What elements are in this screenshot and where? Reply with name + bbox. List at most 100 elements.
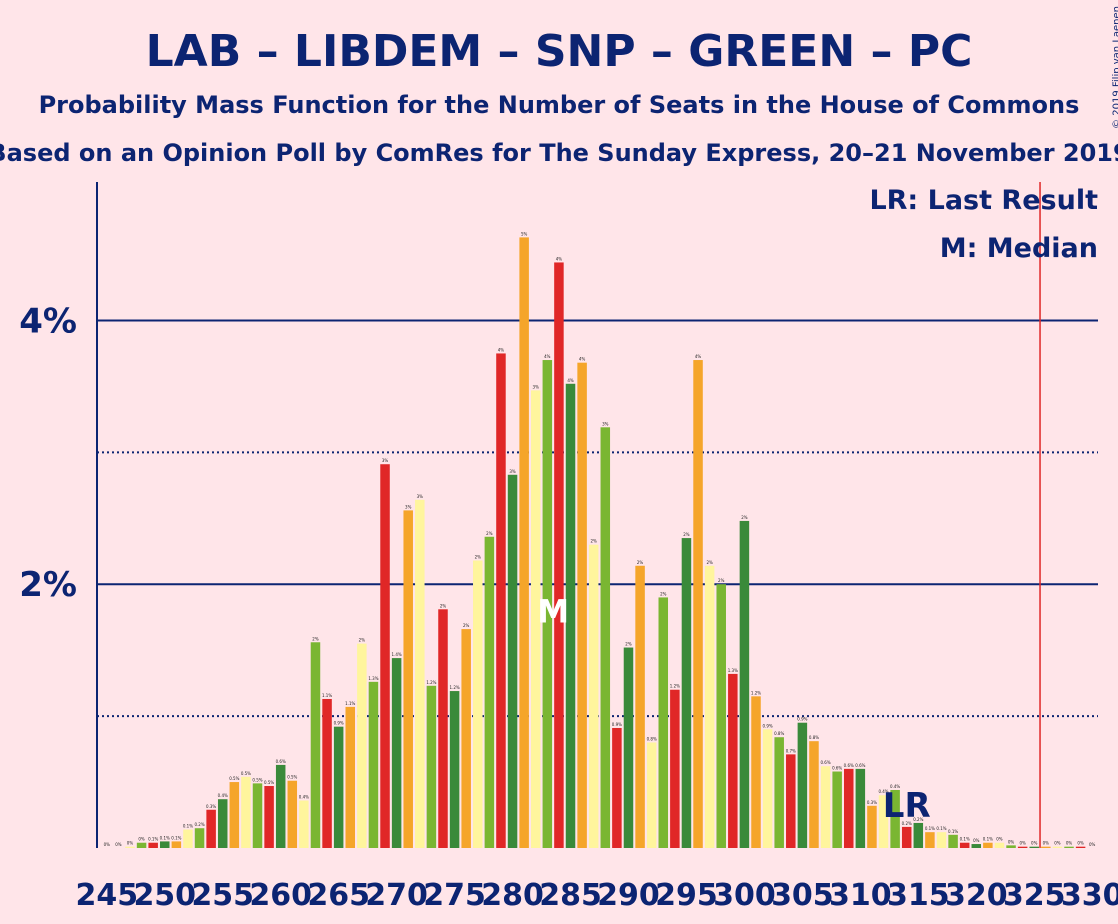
bar-seat-307	[820, 766, 831, 848]
bar-value-label: 0.4%	[878, 789, 888, 794]
bar-value-label: 1.1%	[322, 693, 332, 698]
bar-value-label: 2%	[591, 539, 598, 544]
bar-value-label: 0.9%	[763, 723, 773, 728]
bar-value-label: 0.5%	[252, 777, 262, 782]
bar-seat-326	[1041, 846, 1051, 848]
x-tick-label: 260	[249, 878, 312, 913]
x-tick-label: 315	[887, 878, 950, 913]
bar-value-label: 4%	[695, 354, 702, 359]
bar-seat-269	[380, 464, 390, 848]
bar-seat-325	[1029, 846, 1039, 848]
bar-seat-323	[1006, 845, 1016, 848]
bar-value-label: 0.6%	[844, 763, 854, 768]
bar-value-label: 0%	[973, 838, 980, 843]
bars	[125, 237, 1086, 848]
bar-seat-248	[136, 842, 147, 848]
x-tick-label: 275	[423, 878, 486, 913]
bar-seat-272	[415, 499, 425, 848]
bar-value-label: 0.4%	[218, 793, 228, 798]
bar-seat-301	[751, 696, 761, 848]
bar-seat-293	[658, 597, 669, 848]
bar-value-label: 0%	[1043, 841, 1050, 846]
bar-value-label: 4%	[567, 378, 574, 383]
bar-value-label: 0.1%	[983, 837, 993, 842]
x-tick-label: 285	[539, 878, 602, 913]
bar-seat-270	[391, 658, 402, 848]
bar-value-label: 0.8%	[809, 735, 819, 740]
bar-value-label: 1.1%	[345, 701, 355, 706]
bar-seat-263	[310, 642, 321, 848]
x-tick-label: 265	[307, 878, 370, 913]
bar-seat-275	[449, 691, 460, 848]
bar-value-label: 3%	[405, 504, 412, 509]
bar-value-label: 0.1%	[936, 826, 946, 831]
bar-seat-250	[160, 841, 170, 848]
bar-seat-273	[426, 685, 437, 848]
bar-seat-322	[994, 842, 1005, 848]
bar-seat-261	[287, 780, 298, 848]
bar-seat-303	[774, 737, 784, 848]
bar-value-label: 0.6%	[855, 763, 865, 768]
x-tick-label: 320	[945, 878, 1008, 913]
bar-value-label: 0%	[1008, 839, 1015, 844]
bar-value-label: 0%	[1054, 841, 1061, 846]
bar-seat-319	[959, 842, 970, 848]
chart-title: LAB – LIBDEM – SNP – GREEN – PC	[146, 26, 973, 77]
x-tick-label: 255	[191, 878, 254, 913]
bar-seat-297	[704, 565, 715, 848]
bar-value-label: 0.2%	[194, 822, 204, 827]
bar-seat-309	[843, 768, 854, 848]
x-tick-label: 310	[829, 878, 892, 913]
bar-value-label: 2%	[463, 623, 470, 628]
bar-value-label: 2%	[706, 560, 713, 565]
bar-value-label: 1.2%	[450, 685, 460, 690]
bar-seat-292	[646, 742, 657, 848]
bar-seat-315	[913, 822, 924, 848]
bar-value-label: 2%	[741, 515, 748, 520]
bar-seat-302	[762, 729, 773, 848]
bar-seat-260	[275, 764, 286, 848]
bar-value-label: 2%	[718, 578, 725, 583]
bar-seat-318	[948, 834, 958, 848]
chart-subtitle: Probability Mass Function for the Number…	[39, 91, 1080, 119]
bar-value-label: 0.5%	[287, 775, 297, 780]
bar-value-label: 1.2%	[751, 690, 761, 695]
bar-value-label: 0.1%	[948, 829, 958, 834]
bar-seat-321	[983, 842, 993, 848]
bar-seat-286	[577, 362, 587, 848]
bar-value-label: 0.1%	[960, 837, 970, 842]
bar-seat-290	[623, 647, 634, 848]
bar-value-label: 0.4%	[299, 795, 309, 800]
bar-value-label: 0%	[104, 842, 111, 847]
bar-value-label: 0%	[1089, 842, 1096, 847]
bar-seat-247	[125, 846, 135, 848]
legend-last-result: LR: Last Result	[869, 185, 1098, 216]
bar-value-label: 0.4%	[890, 784, 900, 789]
bar-seat-308	[832, 771, 842, 848]
legend-median: M: Median	[940, 233, 1098, 264]
bar-value-label: 0%	[996, 837, 1003, 842]
bar-value-label: 2%	[683, 532, 690, 537]
bar-seat-262	[299, 800, 309, 848]
bar-seat-278	[484, 536, 495, 848]
bar-seat-295	[681, 538, 692, 848]
bar-seat-327	[1052, 846, 1063, 848]
bar-value-label: 0%	[115, 842, 122, 847]
bar-seat-279	[496, 353, 506, 848]
bar-value-label: 1.2%	[670, 684, 680, 689]
bar-value-label: 0%	[127, 841, 134, 846]
bar-seat-283	[542, 360, 553, 848]
bar-value-label: 4%	[579, 357, 586, 362]
bar-seat-284	[554, 262, 564, 848]
bar-value-label: 0.8%	[774, 731, 784, 736]
bar-seat-282	[530, 390, 541, 848]
bar-seat-288	[600, 427, 611, 848]
bar-seat-316	[925, 832, 935, 848]
bar-seat-291	[635, 565, 645, 848]
bar-value-label: 0.9%	[797, 717, 807, 722]
bar-seat-311	[867, 805, 877, 848]
bar-value-label: 2%	[359, 638, 366, 643]
bar-seat-294	[670, 689, 680, 848]
bar-seat-312	[878, 795, 889, 848]
bar-seat-276	[461, 629, 471, 848]
